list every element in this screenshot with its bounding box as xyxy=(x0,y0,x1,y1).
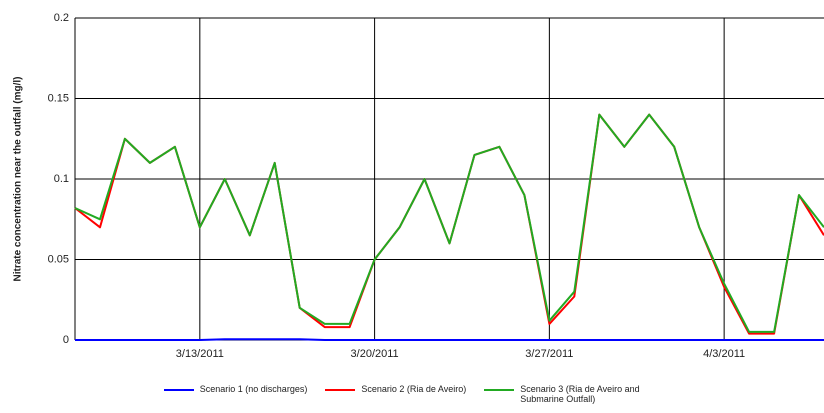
chart: Nitrate concentration near the outfall (… xyxy=(13,12,824,360)
x-tick-label: 4/3/2011 xyxy=(703,348,745,360)
y-axis-label: Nitrate concentration near the outfall (… xyxy=(13,76,24,281)
y-tick-label: 0.1 xyxy=(54,173,69,185)
y-tick-label: 0 xyxy=(63,334,69,346)
legend-swatch xyxy=(163,389,194,391)
legend-label: Scenario 2 (Ria de Aveiro) xyxy=(361,384,467,394)
legend: Scenario 1 (no discharges) Scenario 2 (Ri… xyxy=(0,384,824,404)
series-line xyxy=(75,338,824,341)
legend-label: Scenario 1 (no discharges) xyxy=(199,384,308,394)
legend-swatch xyxy=(325,389,356,391)
legend-item: Scenario 2 (Ria de Aveiro) xyxy=(325,384,466,404)
x-tick-label: 3/13/2011 xyxy=(176,348,224,360)
x-tick-label: 3/20/2011 xyxy=(351,348,399,360)
x-tick-label: 3/27/2011 xyxy=(525,348,573,360)
legend-label: Scenario 3 (Ria de Aveiro and Submarine … xyxy=(520,384,640,404)
y-tick-label: 0.2 xyxy=(54,12,69,24)
y-tick-label: 0.15 xyxy=(48,92,69,104)
y-tick-label: 0.05 xyxy=(48,253,69,265)
legend-item: Scenario 3 (Ria de Aveiro and Submarine … xyxy=(484,384,660,404)
series-line xyxy=(74,113,824,335)
legend-swatch xyxy=(484,389,515,391)
series-line xyxy=(74,113,824,333)
legend-item: Scenario 1 (no discharges) xyxy=(163,384,308,404)
